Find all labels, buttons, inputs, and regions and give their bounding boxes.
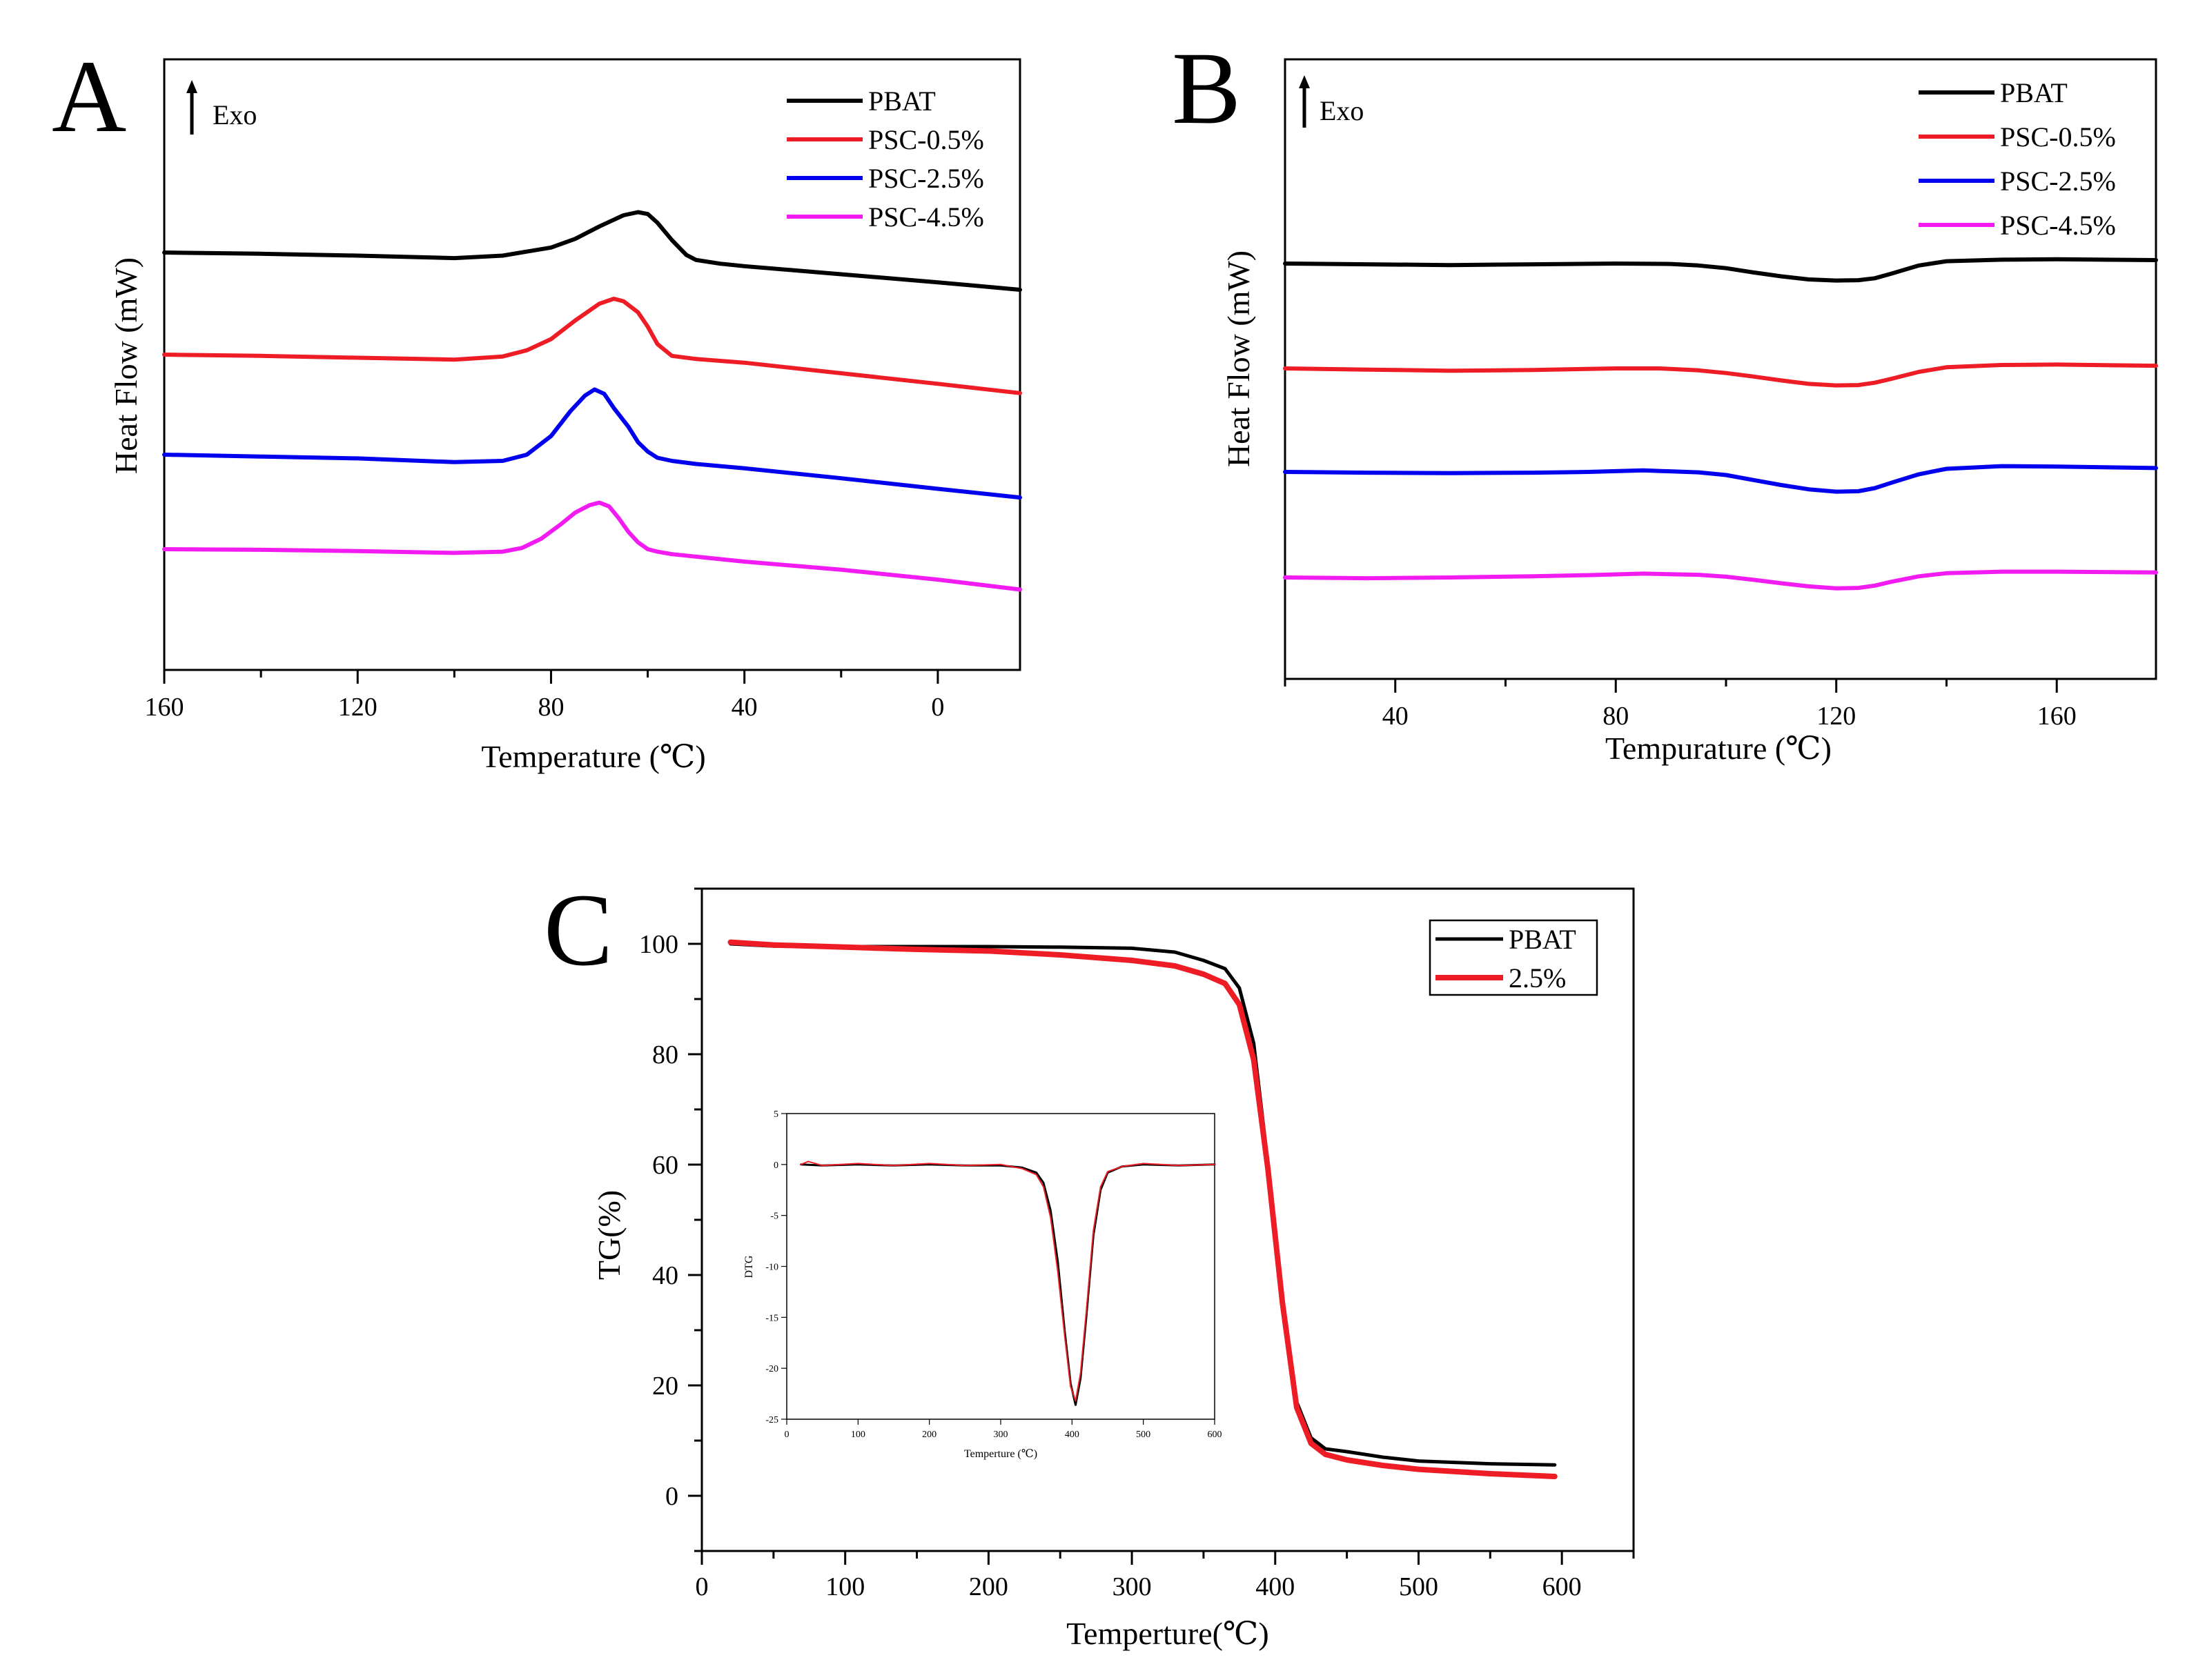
x-tick-label: 600 — [1542, 1572, 1582, 1601]
inset-y-tick-label: -5 — [770, 1212, 778, 1222]
legend-label: PBAT — [2000, 77, 2068, 108]
series-line-psc-0-5- — [1283, 362, 2158, 388]
exo-marker-b: Exo — [1299, 75, 1364, 128]
inset-frame — [786, 1113, 1215, 1420]
inset-y-tick-label: -20 — [765, 1364, 778, 1374]
legend-label: PSC-2.5% — [2000, 166, 2116, 197]
x-axis-c: 0 100 200 300 400 500 600 — [696, 1551, 1635, 1601]
x-tick-label: 120 — [1816, 702, 1856, 731]
inset-y-tick-label: 5 — [774, 1109, 778, 1120]
panel-letter-b: B — [1172, 31, 1241, 146]
series-line-psc-4-5- — [1283, 569, 2158, 591]
inset-x-tick-label: 200 — [922, 1430, 937, 1440]
inset-series-group — [800, 1160, 1216, 1406]
x-tick-label: 300 — [1112, 1572, 1152, 1601]
x-axis-title-b: Tempuraturе (℃) — [1605, 731, 1832, 766]
x-axis-title-c: Temperture(℃) — [1066, 1616, 1268, 1651]
x-tick-label: 160 — [2037, 702, 2077, 731]
legend-label: PSC-0.5% — [2000, 121, 2116, 152]
legend-label: PBAT — [868, 86, 936, 117]
up-arrow-icon — [186, 80, 197, 135]
legend-box-c — [1429, 919, 1598, 996]
inset-x-axis-title: Temperture (℃) — [964, 1448, 1037, 1460]
y-tick-label: 40 — [652, 1261, 678, 1290]
x-tick-label: 400 — [1255, 1572, 1295, 1601]
legend-label: PBAT — [1509, 924, 1576, 955]
series-group-a — [162, 210, 1022, 592]
inset-y-tick-label: -15 — [765, 1313, 778, 1323]
x-tick-label: 0 — [931, 693, 944, 722]
legend-label: PSC-4.5% — [2000, 210, 2116, 241]
y-axis-title-a: Heat Flow (mW) — [108, 257, 144, 474]
inset-series-line-psc-2-5 — [800, 1160, 1215, 1402]
inset-x-tick-label: 500 — [1136, 1430, 1150, 1440]
x-axis-a: 160 120 80 40 0 — [145, 670, 944, 722]
inset-series-line-pbat — [800, 1163, 1216, 1406]
inset-x-tick-label: 400 — [1065, 1430, 1079, 1440]
x-tick-label: 200 — [969, 1572, 1008, 1601]
series-line-pbat — [162, 210, 1022, 292]
x-tick-label: 80 — [538, 693, 564, 722]
series-line-psc-2-5 — [727, 939, 1558, 1479]
x-axis-title-a: Temperature (℃) — [481, 739, 705, 774]
series-line-pbat — [729, 942, 1557, 1467]
x-tick-label: 0 — [696, 1572, 709, 1601]
x-tick-label: 120 — [338, 693, 378, 722]
inset-y-axis-title: DTG — [743, 1255, 755, 1278]
exo-label-b: Exo — [1320, 95, 1364, 126]
exo-label-a: Exo — [213, 99, 257, 130]
inset-y-tick-label: -25 — [765, 1415, 778, 1425]
series-line-psc-4-5- — [162, 500, 1022, 592]
series-line-psc-2-5- — [1283, 464, 2158, 494]
panel-a: A 160 120 80 40 0 Exo PBAT PSC-0.5% PSC-2.5% PS… — [52, 39, 1022, 774]
x-axis-b: 40 80 120 160 — [1284, 679, 2077, 731]
legend-c: PBAT 2.5% — [1429, 919, 1598, 996]
inset-y-tick-label: -10 — [765, 1263, 778, 1273]
x-tick-label: 40 — [732, 693, 758, 722]
inset-x-tick-label: 600 — [1208, 1430, 1222, 1440]
inset-y-axis: 5 0 -5 -10 -15 -20 -25 — [765, 1109, 787, 1425]
x-tick-label: 100 — [825, 1572, 865, 1601]
series-group-b — [1283, 257, 2158, 591]
inset-x-tick-label: 0 — [785, 1430, 790, 1440]
exo-marker-a: Exo — [186, 80, 257, 135]
series-group-c — [727, 939, 1558, 1479]
inset-x-axis: 0 100 200 300 400 500 600 — [785, 1419, 1222, 1440]
inset-dtg-plot: 0 100 200 300 400 500 600 5 0 -5 -10 -15 -20 -25 Tem… — [743, 1109, 1222, 1460]
series-line-psc-0-5- — [162, 297, 1022, 395]
legend-label: PSC-4.5% — [868, 201, 984, 233]
plot-frame-a — [163, 58, 1021, 671]
inset-x-tick-label: 300 — [994, 1430, 1008, 1440]
legend-label: PSC-0.5% — [868, 124, 984, 155]
legend-b: PBAT PSC-0.5% PSC-2.5% PSC-4.5% — [1919, 77, 2116, 241]
x-tick-label: 160 — [145, 693, 184, 722]
y-tick-label: 0 — [665, 1482, 678, 1511]
y-tick-label: 20 — [652, 1372, 678, 1401]
panel-letter-c: C — [544, 873, 613, 987]
x-tick-label: 500 — [1399, 1572, 1438, 1601]
inset-x-tick-label: 100 — [851, 1430, 865, 1440]
inset-y-tick-label: 0 — [774, 1160, 778, 1171]
y-axis-c: 0 20 40 60 80 100 — [639, 887, 702, 1552]
y-tick-label: 60 — [652, 1151, 678, 1180]
up-arrow-icon — [1299, 75, 1310, 128]
legend-label: PSC-2.5% — [868, 163, 984, 194]
y-axis-title-c: TG(%) — [591, 1190, 627, 1280]
series-line-psc-2-5- — [162, 387, 1022, 500]
y-tick-label: 100 — [639, 930, 678, 959]
series-line-pbat — [1283, 257, 2158, 283]
panel-b: B 40 80 120 160 Exo PBAT PSC-0.5% PSC-2.5% PSC… — [1172, 31, 2158, 766]
y-tick-label: 80 — [652, 1040, 678, 1069]
legend-a: PBAT PSC-0.5% PSC-2.5% PSC-4.5% — [787, 86, 984, 233]
panel-letter-a: A — [52, 39, 126, 154]
y-axis-title-b: Heat Flow (mW) — [1221, 250, 1256, 467]
legend-label: 2.5% — [1509, 962, 1566, 994]
x-tick-label: 40 — [1382, 702, 1409, 731]
x-tick-label: 80 — [1602, 702, 1629, 731]
